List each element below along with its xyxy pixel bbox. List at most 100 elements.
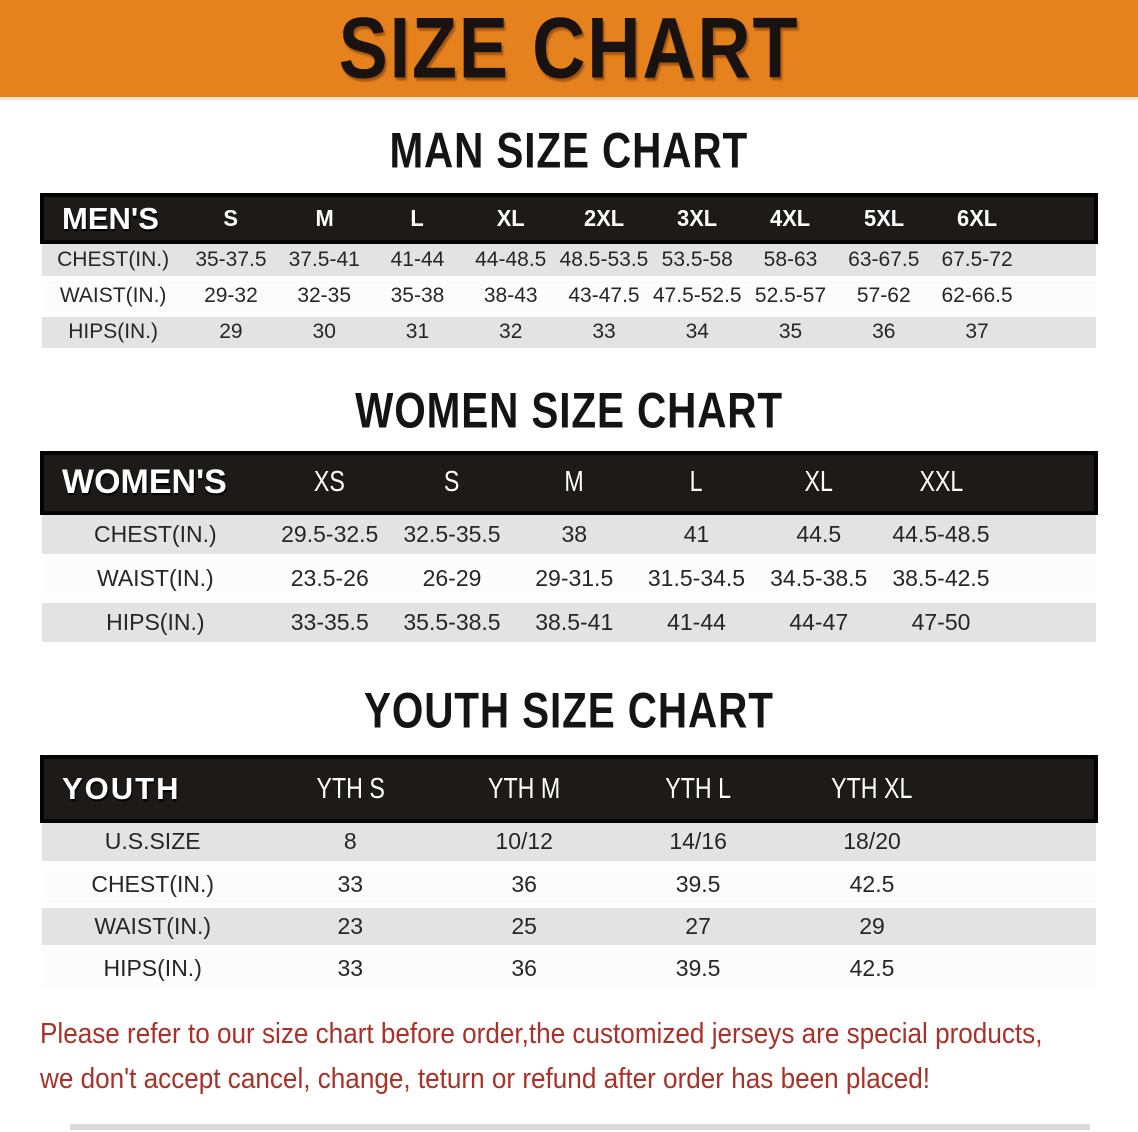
size-column-header: 2XL [557,193,651,244]
row-label: WAIST(IN.) [42,278,185,317]
youth-size-chart-heading-text: YOUTH SIZE CHART [364,681,774,739]
women-size-chart-heading: WOMEN SIZE CHART [0,385,1138,435]
row-label: HIPS(IN.) [42,600,269,647]
size-column-header: XXL [879,450,1003,515]
cell-value-text: 29.5-32.5 [281,520,379,547]
size-column-header: YTH M [437,755,612,823]
row-filler [1002,512,1096,559]
cell-value-text: 44.5-48.5 [892,520,990,547]
cell-value: 47.5-52.5 [650,278,744,317]
table-corner-label-text: MEN'S [62,200,159,236]
size-column-header: M [277,193,371,244]
cell-value: 58-63 [743,242,838,281]
row-label-text: HIPS(IN.) [103,954,202,981]
cell-value: 31 [370,314,465,353]
row-filler [1023,242,1096,281]
cell-value: 42.5 [785,863,959,908]
cell-value: 27 [611,905,786,950]
cell-value-text: 44.5 [796,520,842,547]
cell-value-text: 62-66.5 [941,284,1013,307]
row-label-text: U.S.SIZE [104,828,201,855]
cell-value-text: 23.5-26 [290,565,369,591]
cell-value: 29.5-32.5 [268,512,391,559]
cell-value-text: 63-67.5 [848,247,920,271]
youth-size-table: YOUTH YTH S YTH M YTH L YTH XL U.S.SIZE 8 10/1… [39,755,1099,992]
row-label: HIPS(IN.) [42,947,264,992]
cell-value: 44-47 [757,600,880,647]
size-column-header: L [370,193,465,244]
cell-value: 29-32 [184,278,278,317]
cell-value-text: 38-43 [483,284,538,307]
cell-value-text: 43-47.5 [568,284,640,307]
cell-value: 67.5-72 [930,242,1024,281]
cell-value: 44-48.5 [464,242,558,281]
disclaimer-line-2: we don't accept cancel, change, teturn o… [40,1062,931,1095]
row-filler [1002,600,1096,647]
cell-value-text: 33 [337,954,364,981]
cell-value: 33 [263,863,438,908]
size-chart-banner: SIZE CHART [0,0,1138,100]
cell-value: 38 [513,512,636,559]
cell-value-text: 25 [511,912,537,939]
size-column-header-text: XXL [919,466,963,498]
table-corner-label: YOUTH [39,755,264,823]
cell-value-text: 14/16 [669,828,727,855]
cell-value: 35-38 [370,278,465,317]
cell-value: 35-37.5 [184,242,278,281]
row-label: U.S.SIZE [42,821,264,866]
size-column-header-text: YTH M [488,772,561,805]
cell-value-text: 48.5-53.5 [559,247,649,271]
cell-value-text: 47.5-52.5 [652,284,742,307]
cell-value: 36 [437,863,612,908]
size-column-header: 6XL [930,193,1024,244]
cell-value-text: 36 [511,870,537,897]
cell-value-text: 53.5-58 [661,247,733,271]
cell-value: 41-44 [635,600,758,647]
cell-value-text: 36 [511,954,537,981]
cell-value: 29-31.5 [513,556,636,603]
size-column-header-text: XL [496,205,525,231]
cell-value-text: 38 [561,520,588,547]
cell-value: 23.5-26 [268,556,391,603]
size-column-header: 3XL [650,193,744,244]
cell-value: 41 [635,512,758,559]
cell-value: 33 [263,947,438,992]
size-column-header: YTH S [263,755,438,823]
cell-value: 43-47.5 [557,278,651,317]
size-column-header-text: M [564,466,584,498]
cell-value-text: 41-44 [667,609,726,635]
size-column-header-text: 4XL [770,205,811,231]
table-corner-label-text: YOUTH [62,771,181,806]
row-label: WAIST(IN.) [42,556,269,603]
cell-value-text: 29 [219,320,243,343]
table-row: HIPS(IN.) 29 30 31 32 33 34 35 36 37 [42,314,1096,353]
cell-value-text: 18/20 [843,828,901,855]
cell-value-text: 58-63 [763,247,818,271]
cell-value-text: 41 [683,520,710,547]
cell-value: 62-66.5 [930,278,1024,317]
cell-value: 29 [785,905,959,950]
cell-value-text: 32-35 [297,284,352,307]
women-table-header-row: WOMEN'S XS S M L XL XXL [40,450,1098,515]
cell-value-text: 31 [405,320,430,343]
size-column-header: YTH L [611,755,786,823]
cell-value-text: 32.5-35.5 [403,520,501,547]
cell-value: 44.5 [757,512,880,559]
cell-value: 23 [263,905,438,950]
table-row: CHEST(IN.) 29.5-32.5 32.5-35.5 38 41 44.5 44.5… [42,512,1096,559]
size-column-header-text: L [410,205,425,231]
cell-value: 32 [464,314,558,353]
size-column-header-text: YTH XL [831,772,913,805]
size-column-header: XS [268,450,391,515]
row-label-text: CHEST(IN.) [93,520,217,547]
cell-value-text: 44-48.5 [475,247,547,271]
table-row: WAIST(IN.) 23.5-26 26-29 29-31.5 31.5-34.5 34… [42,556,1096,603]
cell-value: 48.5-53.5 [557,242,651,281]
cell-value: 35 [743,314,838,353]
cell-value: 32-35 [277,278,371,317]
row-filler [1023,278,1096,317]
cell-value-text: 35-37.5 [195,247,267,271]
row-label-text: CHEST(IN.) [57,247,170,271]
cell-value-text: 29-31.5 [535,565,614,591]
cell-value: 38.5-42.5 [879,556,1003,603]
